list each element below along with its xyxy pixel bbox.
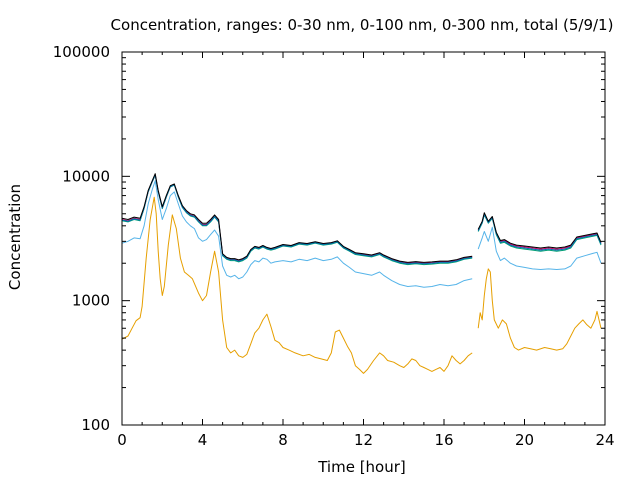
series-2 xyxy=(121,180,602,288)
x-axis-label: Time [hour] xyxy=(317,458,406,476)
series-layer xyxy=(121,173,602,374)
y-tick-label: 100 xyxy=(81,416,110,434)
series-line xyxy=(477,226,602,270)
y-tick-label: 10000 xyxy=(62,167,110,185)
x-tick-label: 4 xyxy=(198,431,208,449)
x-tick-label: 0 xyxy=(117,431,127,449)
y-tick-label: 1000 xyxy=(72,292,110,310)
series-6 xyxy=(121,173,602,263)
plot-frame xyxy=(121,51,606,426)
x-tick-label: 24 xyxy=(595,431,614,449)
series-line xyxy=(477,212,602,249)
series-line xyxy=(477,268,602,351)
x-tick-label: 16 xyxy=(434,431,453,449)
series-line xyxy=(121,173,473,263)
y-tick-label: 100000 xyxy=(53,43,110,61)
chart-title: Concentration, ranges: 0-30 nm, 0-100 nm… xyxy=(111,16,614,34)
series-line xyxy=(121,196,473,374)
series-line xyxy=(477,213,602,251)
y-axis-label: Concentration xyxy=(6,184,24,290)
series-1 xyxy=(121,196,602,374)
x-tick-label: 20 xyxy=(515,431,534,449)
series-line xyxy=(121,180,473,288)
x-tick-label: 8 xyxy=(278,431,288,449)
tick-layer: 0 4 8 12 16 20 24 100 1000 10000 100000 xyxy=(53,43,615,449)
x-tick-label: 12 xyxy=(354,431,373,449)
